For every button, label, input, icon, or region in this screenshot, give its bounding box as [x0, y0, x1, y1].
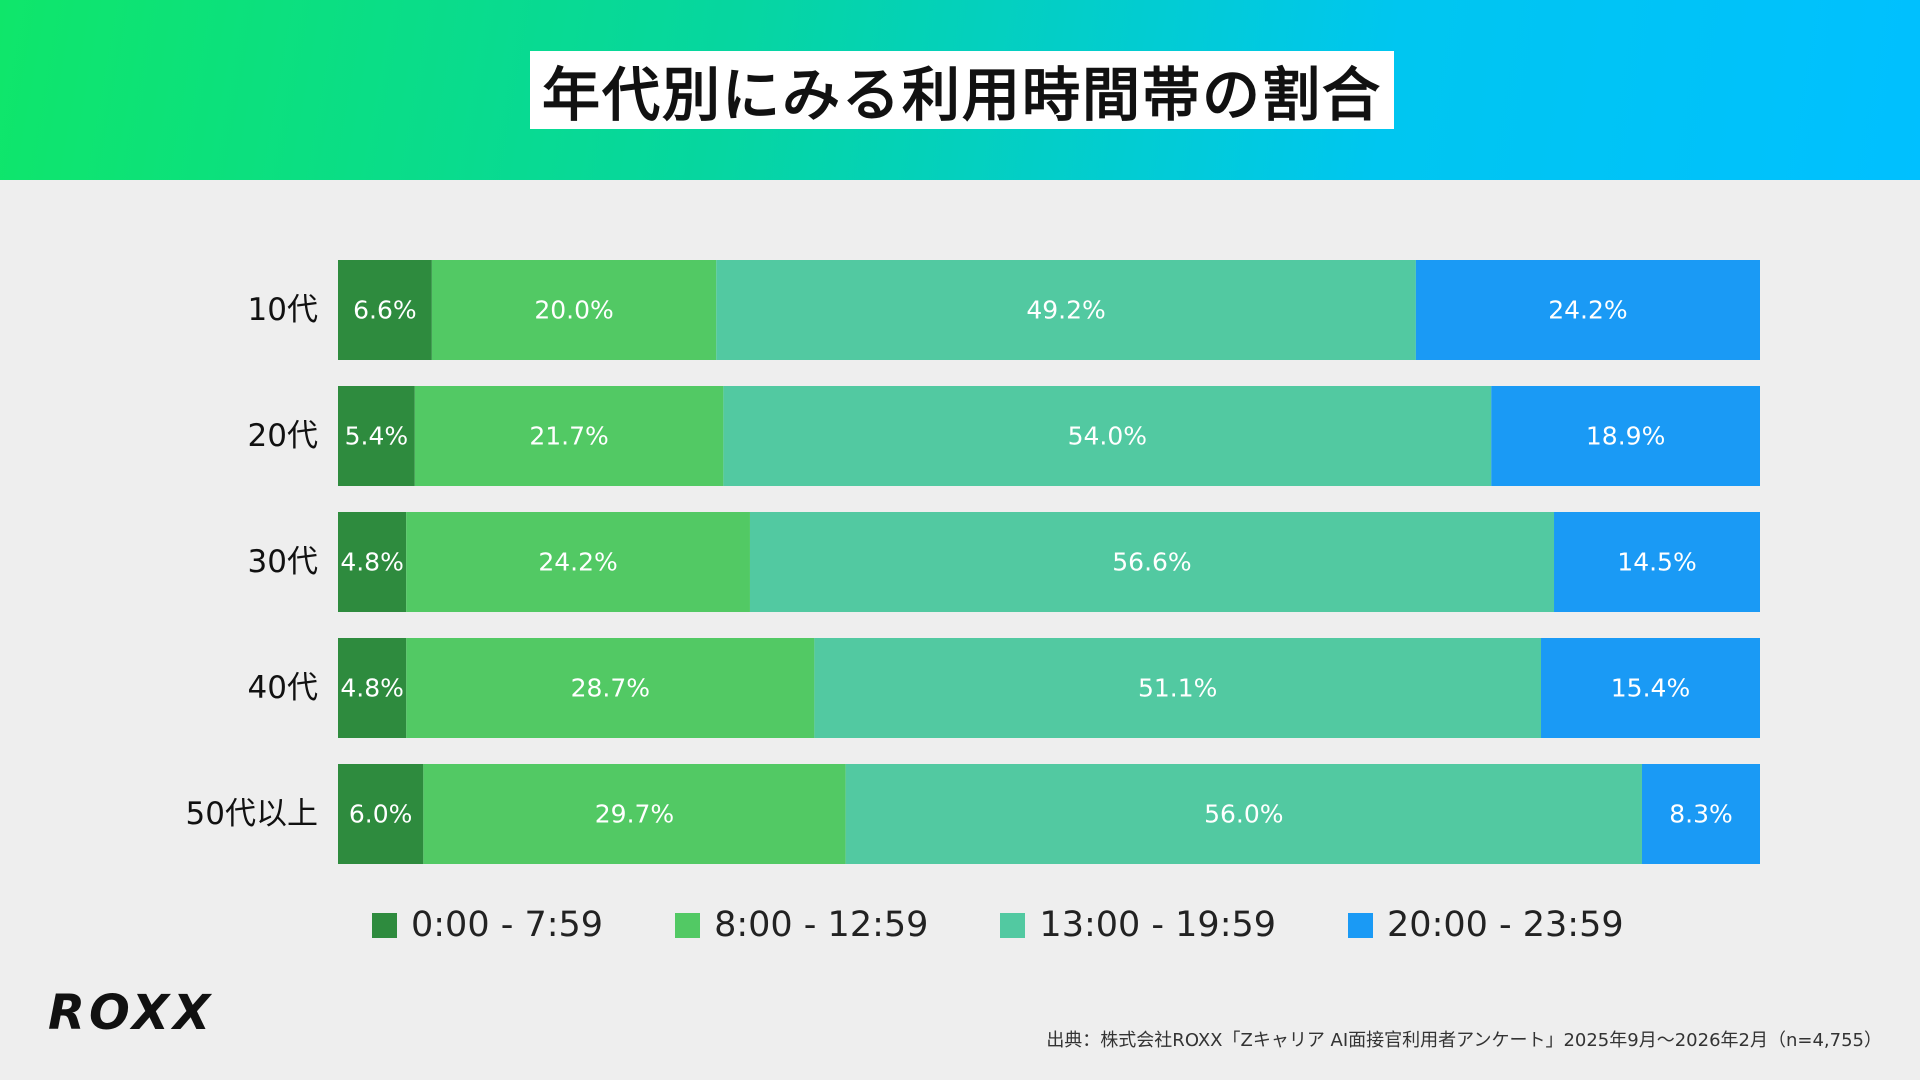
bar-segment-1-2	[723, 386, 1492, 486]
bar-segment-4-1	[423, 764, 846, 864]
bar-label-2-1: 24.2%	[538, 548, 617, 577]
title-box: 年代別にみる利用時間帯の割合	[530, 51, 1395, 129]
bar-label-3-3: 15.4%	[1611, 674, 1690, 703]
chart-title: 年代別にみる利用時間帯の割合	[542, 61, 1383, 129]
bar-segment-4-3	[1641, 764, 1760, 864]
bar-label-0-2: 49.2%	[1026, 296, 1105, 325]
legend-item-2: 13:00 - 19:59	[1000, 905, 1276, 945]
bar-segment-1-1	[414, 386, 724, 486]
bar-segment-0-0	[338, 260, 432, 360]
bar-label-0-0: 6.6%	[353, 296, 417, 325]
bar-segment-4-2	[845, 764, 1642, 864]
bar-label-2-3: 14.5%	[1617, 548, 1696, 577]
bar-segment-3-1	[406, 638, 815, 738]
legend-swatch-1	[675, 912, 701, 938]
legend-swatch-0	[372, 912, 397, 938]
roxx-logo: ROXX	[48, 985, 215, 1041]
chart-legend: 0:00 - 7:59 8:00 - 12:59 13:00 - 19:59 2…	[372, 900, 1624, 950]
bar-label-1-0: 5.4%	[345, 422, 409, 451]
bar-segment-0-3	[1415, 260, 1760, 360]
legend-label-1: 8:00 - 12:59	[714, 905, 929, 945]
source-note: 出典：株式会社ROXX「Zキャリア AI面接官利用者アンケート」2025年9月〜…	[1046, 1030, 1882, 1051]
bar-segment-2-0	[338, 512, 407, 612]
bar-label-2-0: 4.8%	[340, 548, 404, 577]
row-label-1: 20代	[248, 418, 318, 454]
legend-label-2: 13:00 - 19:59	[1039, 905, 1277, 945]
bar-label-4-3: 8.3%	[1669, 800, 1733, 829]
bar-segment-2-2	[749, 512, 1555, 612]
bar-segment-0-1	[431, 260, 717, 360]
bar-segment-4-0	[338, 764, 424, 864]
bar-segment-2-1	[406, 512, 750, 612]
bar-segment-0-2	[716, 260, 1416, 360]
bar-segment-3-0	[338, 638, 407, 738]
bar-label-2-2: 56.6%	[1112, 548, 1191, 577]
bar-label-0-1: 20.0%	[534, 296, 613, 325]
header-banner: 年代別にみる利用時間帯の割合	[0, 0, 1920, 180]
bar-label-0-3: 24.2%	[1548, 296, 1627, 325]
bar-label-4-1: 29.7%	[595, 800, 674, 829]
row-label-2: 30代	[248, 544, 318, 580]
bar-segment-3-3	[1541, 638, 1760, 738]
bar-segment-2-3	[1554, 512, 1760, 612]
bar-segment-1-3	[1491, 386, 1760, 486]
bar-segment-3-2	[814, 638, 1542, 738]
legend-swatch-3	[1348, 912, 1374, 938]
bar-label-1-2: 54.0%	[1068, 422, 1147, 451]
legend-swatch-2	[1000, 912, 1026, 938]
bar-segment-1-0	[338, 386, 415, 486]
bar-label-4-0: 6.0%	[349, 800, 413, 829]
bar-label-3-0: 4.8%	[340, 674, 404, 703]
legend-item-0: 0:00 - 7:59	[372, 905, 603, 945]
legend-label-0: 0:00 - 7:59	[411, 905, 604, 945]
row-label-3: 40代	[248, 670, 318, 706]
row-label-4: 50代以上	[186, 796, 318, 832]
bar-label-4-2: 56.0%	[1204, 800, 1283, 829]
bar-label-3-1: 28.7%	[571, 674, 650, 703]
legend-item-1: 8:00 - 12:59	[675, 905, 928, 945]
bar-label-3-2: 51.1%	[1138, 674, 1217, 703]
row-label-0: 10代	[248, 292, 318, 328]
bar-label-1-1: 21.7%	[529, 422, 608, 451]
legend-item-3: 20:00 - 23:59	[1348, 905, 1624, 945]
bar-label-1-3: 18.9%	[1586, 422, 1665, 451]
legend-label-3: 20:00 - 23:59	[1387, 905, 1624, 945]
